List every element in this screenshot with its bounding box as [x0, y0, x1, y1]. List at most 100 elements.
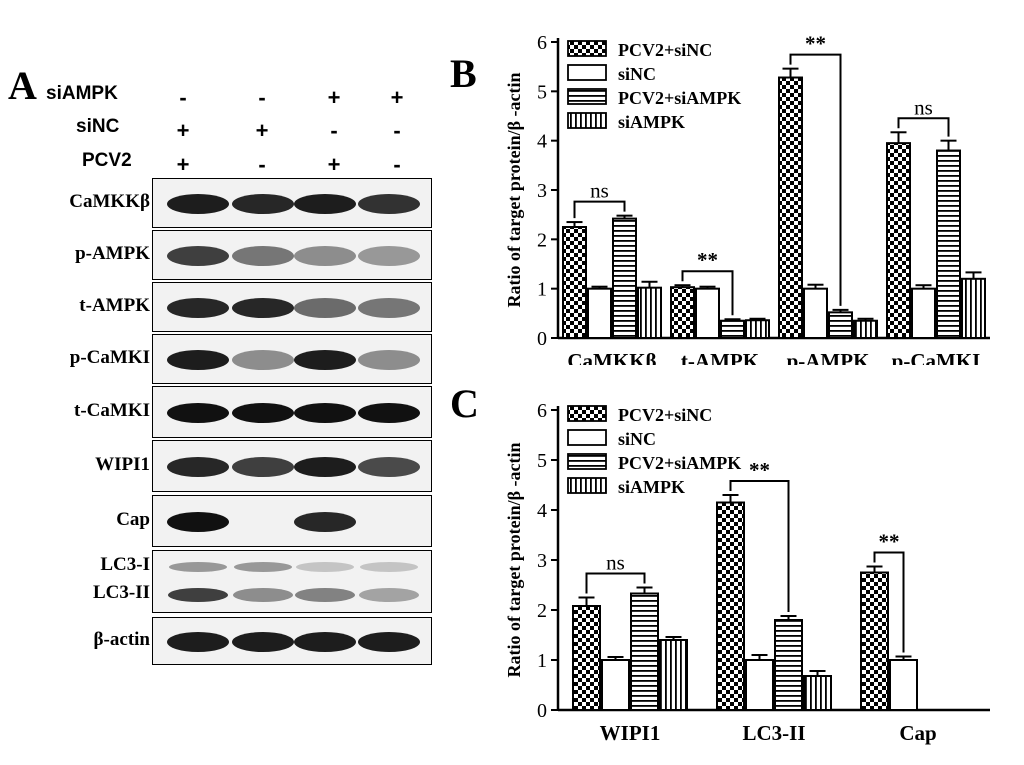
significance-label: ns — [606, 551, 625, 575]
bar — [803, 287, 828, 339]
blot-band — [359, 588, 419, 602]
bar — [572, 605, 601, 711]
blot-label: WIPI1 — [95, 454, 150, 475]
bar — [778, 76, 803, 340]
y-tick-label: 3 — [537, 550, 547, 572]
y-tick-label: 0 — [537, 700, 547, 722]
blot-label: p-AMPK — [75, 243, 150, 264]
condition-sign: - — [179, 85, 187, 110]
legend-swatch — [567, 453, 607, 470]
x-tick-label: t-AMPK — [681, 349, 760, 365]
condition-sign: - — [258, 152, 266, 177]
significance-bracket — [573, 200, 626, 219]
bar — [745, 659, 774, 711]
bar — [911, 287, 936, 339]
significance-label: ** — [697, 248, 718, 272]
y-axis-label: Ratio of target protein/β -actin — [504, 72, 524, 307]
y-axis-label: Ratio of target protein/β -actin — [504, 442, 524, 677]
chart-c: 0 1 2 3 4 5 6 Ratio of target protein/β -actin W… — [504, 400, 990, 745]
blot-band — [232, 350, 294, 370]
bar — [803, 675, 832, 711]
y-tick-label: 4 — [537, 131, 547, 153]
condition-sign: + — [176, 118, 190, 143]
blot-band — [232, 194, 294, 214]
blot-label: t-CaMKI — [74, 400, 150, 421]
blot-panel — [152, 440, 432, 492]
y-tick-label: 2 — [537, 229, 547, 251]
x-tick-label: p-AMPK — [787, 349, 870, 365]
blot-band — [360, 562, 418, 572]
blot-band — [294, 194, 356, 214]
y-tick-label: 1 — [537, 650, 547, 672]
blot-panel — [152, 178, 432, 228]
blot-label: β-actin — [93, 629, 150, 650]
blot-band — [358, 350, 420, 370]
legend-label: PCV2+siAMPK — [618, 453, 741, 473]
condition-sign: + — [255, 118, 269, 143]
condition-sign: + — [327, 85, 341, 110]
condition-sign: + — [390, 85, 404, 110]
blot-band — [294, 512, 356, 532]
bar — [612, 217, 637, 339]
y-tick-label: 0 — [537, 328, 547, 350]
bar — [828, 311, 853, 340]
condition-sign: - — [258, 85, 266, 110]
blot-band — [232, 632, 294, 652]
blot-label: LC3-II — [92, 582, 150, 603]
blot-band — [167, 194, 229, 214]
bar — [745, 319, 770, 339]
blot-band — [169, 562, 227, 572]
significance-label: ns — [914, 95, 933, 119]
legend-swatch — [567, 88, 607, 105]
condition-sign: - — [393, 118, 401, 143]
bar — [587, 287, 612, 339]
x-tick-label: LC3-II — [742, 721, 805, 745]
panel-c-letter: C — [450, 381, 479, 426]
bar — [637, 286, 662, 339]
blot-panel — [152, 495, 432, 547]
blot-panel — [152, 386, 432, 438]
legend-swatch — [567, 112, 607, 129]
y-tick-label: 4 — [537, 500, 547, 522]
significance-bracket — [789, 53, 842, 306]
blot-panel — [152, 550, 432, 613]
y-tick-label: 5 — [537, 81, 547, 103]
x-tick-label: Cap — [899, 721, 936, 745]
legend-label: siNC — [618, 64, 656, 84]
legend-label: siNC — [618, 429, 656, 449]
significance-label: ** — [879, 530, 900, 554]
bar — [716, 501, 745, 711]
legend-label: siAMPK — [618, 112, 685, 132]
blot-label: LC3-I — [100, 554, 150, 575]
blot-band — [232, 457, 294, 477]
significance-bracket — [897, 117, 950, 137]
bar — [853, 319, 878, 340]
y-tick-label: 6 — [537, 32, 547, 54]
condition-sign: + — [176, 152, 190, 177]
bar — [670, 286, 695, 340]
condition-label-siampk: siAMPK — [46, 83, 118, 104]
legend-swatch — [567, 477, 607, 494]
blot-band — [358, 457, 420, 477]
bar — [695, 287, 720, 339]
bar — [601, 659, 630, 711]
condition-sign: - — [393, 152, 401, 177]
legend-swatch — [567, 64, 607, 81]
condition-label-pcv2: PCV2 — [82, 150, 132, 171]
panel-b-letter: B — [450, 51, 477, 96]
significance-bracket — [585, 572, 646, 594]
blot-panel — [152, 230, 432, 280]
blot-band — [358, 632, 420, 652]
panel-a-letter: A — [8, 63, 37, 108]
blot-band — [167, 246, 229, 266]
condition-sign: - — [330, 118, 338, 143]
blot-label: p-CaMKI — [69, 347, 150, 368]
bar — [889, 659, 918, 711]
legend-label: PCV2+siNC — [618, 40, 712, 60]
bar — [562, 226, 587, 339]
significance-bracket — [681, 270, 734, 316]
blot-panel — [152, 334, 432, 384]
blot-band — [296, 562, 354, 572]
blot-band — [167, 632, 229, 652]
significance-label: ** — [749, 458, 770, 482]
